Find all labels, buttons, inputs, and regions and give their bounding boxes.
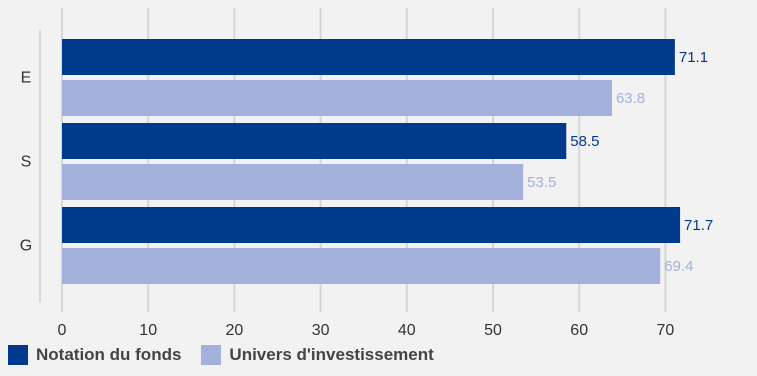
- category-label-e: E: [21, 70, 32, 87]
- x-tick-label-60: 60: [570, 322, 588, 339]
- data-label-g-universe: 69.4: [664, 258, 693, 275]
- x-tick-label-70: 70: [657, 322, 675, 339]
- bar-s-fund: [62, 123, 567, 159]
- x-tick-label-30: 30: [312, 322, 330, 339]
- data-label-g-fund: 71.7: [684, 217, 713, 234]
- legend-swatch-universe: [201, 345, 222, 365]
- bar-g-fund: [62, 207, 681, 243]
- legend-item-universe: Univers d'investissement: [201, 345, 434, 365]
- x-tick-label-50: 50: [484, 322, 502, 339]
- data-label-e-fund: 71.1: [679, 49, 708, 66]
- legend: Notation du fonds Univers d'investisseme…: [8, 345, 454, 365]
- x-tick-label-0: 0: [58, 322, 67, 339]
- bar-s-universe: [62, 164, 524, 200]
- data-label-e-universe: 63.8: [616, 90, 645, 107]
- category-label-g: G: [20, 238, 32, 255]
- category-label-s: S: [21, 154, 32, 171]
- legend-label-fund: Notation du fonds: [36, 345, 182, 364]
- x-tick-label-20: 20: [226, 322, 244, 339]
- bar-e-fund: [62, 39, 675, 75]
- data-label-s-universe: 53.5: [527, 174, 556, 191]
- x-tick-label-10: 10: [139, 322, 157, 339]
- bar-e-universe: [62, 80, 612, 116]
- legend-item-fund: Notation du fonds: [8, 345, 181, 365]
- legend-swatch-fund: [8, 345, 28, 365]
- data-label-s-fund: 58.5: [570, 133, 599, 150]
- bar-g-universe: [62, 248, 661, 284]
- x-tick-label-40: 40: [398, 322, 416, 339]
- legend-label-universe: Univers d'investissement: [229, 345, 434, 364]
